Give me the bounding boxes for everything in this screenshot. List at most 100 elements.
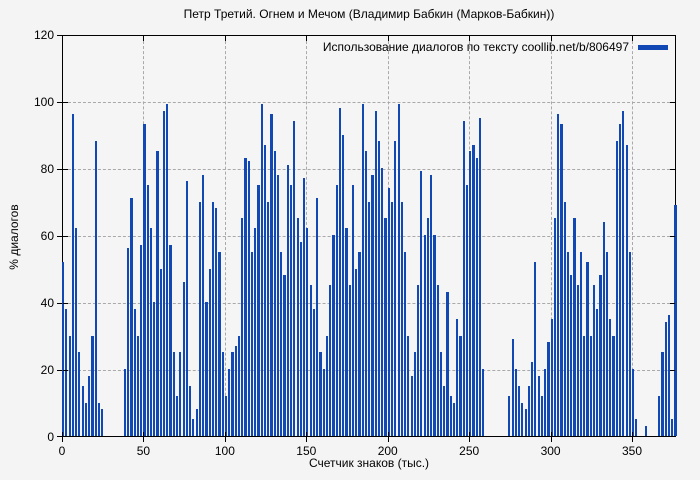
chart-title: Петр Третий. Огнем и Мечом (Владимир Баб… [183, 7, 555, 21]
bar [452, 402, 456, 436]
bar [417, 285, 420, 436]
bar [140, 245, 143, 436]
bar [576, 285, 579, 436]
tick-mark [57, 35, 62, 36]
bar [342, 134, 345, 436]
bar [368, 201, 371, 436]
bar [202, 174, 205, 436]
bar [270, 114, 273, 436]
bar [413, 352, 416, 436]
bar [397, 104, 400, 436]
bar [62, 261, 65, 436]
bar [290, 184, 293, 436]
bar [224, 395, 228, 436]
bar [563, 201, 566, 436]
bar [263, 144, 267, 436]
bar [518, 385, 521, 436]
bar [162, 111, 166, 436]
y-tick-label: 80 [40, 162, 54, 176]
tick-mark [62, 432, 63, 437]
tick-mark [143, 36, 145, 41]
bar [527, 385, 530, 436]
bar [68, 335, 71, 436]
bar [573, 218, 576, 436]
tick-mark [632, 432, 634, 437]
x-tick-label: 0 [58, 444, 66, 458]
bar [426, 218, 429, 436]
bar [436, 285, 439, 436]
bar [478, 117, 482, 436]
tick-mark [670, 236, 675, 237]
bar [443, 385, 446, 436]
y-tick-label: 40 [40, 296, 54, 310]
bar [394, 141, 397, 436]
bar [185, 181, 188, 436]
tick-mark [469, 432, 471, 437]
bar [583, 335, 586, 436]
bar [355, 268, 358, 436]
bar [127, 248, 130, 436]
bar [84, 402, 87, 436]
bar [482, 369, 485, 436]
bar [635, 419, 638, 436]
y-tick-label: 100 [33, 95, 54, 109]
bar [472, 144, 475, 436]
bar [182, 281, 185, 436]
bar [596, 308, 599, 436]
bar [364, 151, 368, 436]
bar [423, 235, 426, 436]
bar [658, 395, 661, 436]
bar [91, 335, 94, 436]
bar [348, 285, 351, 436]
x-tick-label: 350 [622, 444, 643, 458]
tick-mark [469, 437, 471, 442]
tick-mark [469, 36, 471, 41]
bar [400, 201, 403, 436]
tick-mark [306, 36, 308, 41]
x-axis-label: Счетчик знаков (тыс.) [308, 456, 430, 470]
bar [260, 104, 263, 436]
bar [390, 201, 394, 436]
bar [361, 104, 364, 436]
bar [628, 251, 631, 436]
bar [338, 107, 342, 436]
bar [433, 235, 436, 436]
bar [205, 302, 208, 436]
x-tick-label: 50 [136, 444, 151, 458]
tick-mark [57, 102, 62, 103]
bar [531, 362, 534, 436]
bar [267, 201, 270, 436]
tick-mark [63, 370, 68, 371]
bar [329, 285, 332, 436]
bar [123, 369, 127, 436]
bar [615, 141, 618, 436]
bar [156, 151, 159, 436]
bar [439, 352, 443, 436]
bar [169, 245, 172, 436]
bar [237, 335, 241, 436]
y-tick-label: 120 [33, 28, 54, 42]
bar [553, 218, 557, 436]
bar [469, 151, 472, 436]
bar [358, 251, 361, 436]
bar [671, 419, 674, 436]
tick-mark [387, 437, 389, 442]
bar [622, 111, 625, 436]
bar [276, 174, 280, 436]
bar [625, 144, 628, 436]
bar [618, 124, 622, 436]
bar [189, 385, 192, 436]
bar [241, 218, 244, 436]
gridline-horizontal [63, 102, 675, 103]
bar [234, 345, 237, 436]
tick-mark [143, 437, 145, 442]
bar [309, 285, 312, 436]
bar [586, 261, 589, 436]
bar [71, 114, 74, 436]
bar [592, 285, 596, 436]
bar [456, 318, 459, 436]
tick-mark [224, 432, 226, 437]
x-tick-label: 200 [377, 444, 398, 458]
bar [208, 268, 211, 436]
